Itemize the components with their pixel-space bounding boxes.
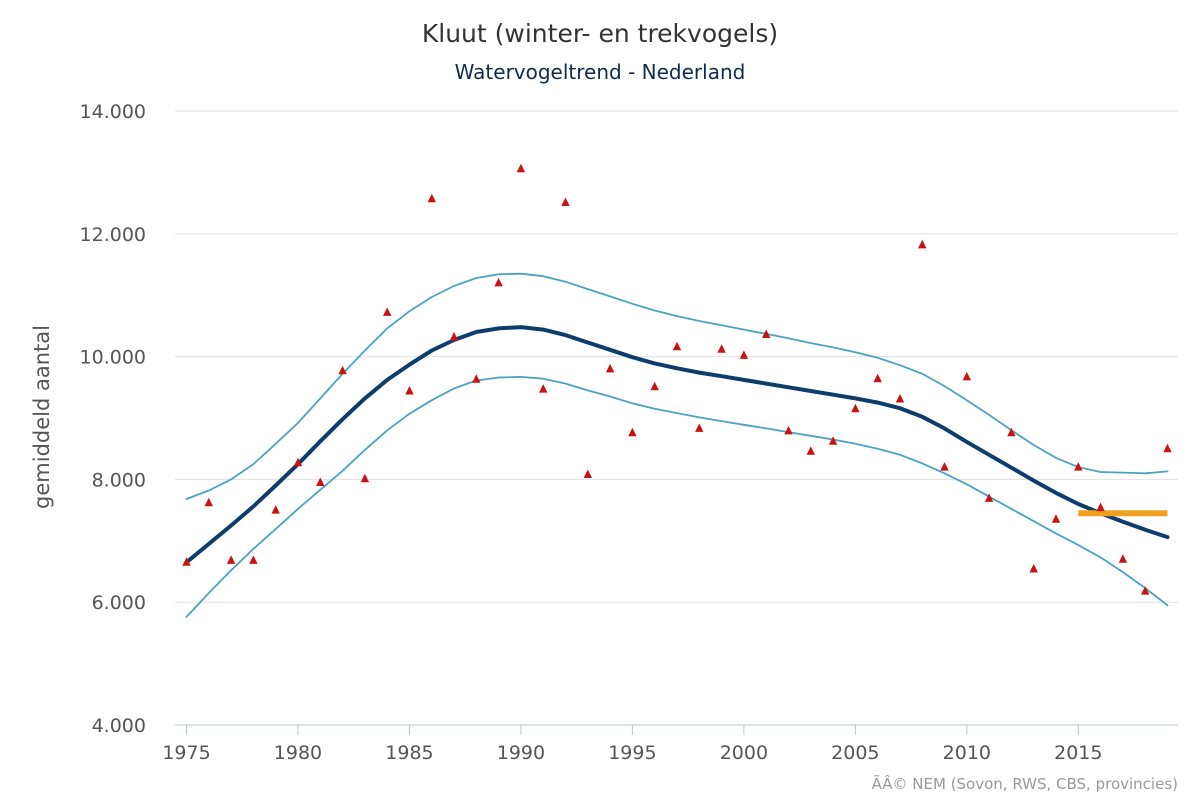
chart-subtitle: Watervogeltrend - Nederland xyxy=(455,60,746,84)
data-point xyxy=(1051,514,1061,523)
data-point xyxy=(695,423,704,432)
data-point xyxy=(984,493,994,502)
data-point xyxy=(873,373,882,383)
data-point xyxy=(271,505,280,514)
data-point xyxy=(806,446,815,455)
data-point xyxy=(249,555,258,564)
data-point xyxy=(717,344,726,353)
credit-text: ÃÂ© NEM (Sovon, RWS, CBS, provincies) xyxy=(872,774,1178,793)
data-point xyxy=(494,277,503,287)
data-point xyxy=(561,197,570,206)
data-point xyxy=(226,555,236,564)
data-point xyxy=(605,363,615,373)
chart-title: Kluut (winter- en trekvogels) xyxy=(422,19,778,48)
y-tick-label: 10.000 xyxy=(80,347,146,369)
x-tick-label: 1980 xyxy=(274,742,322,764)
data-point xyxy=(762,329,771,338)
data-point xyxy=(918,239,927,249)
data-point xyxy=(1096,502,1105,512)
x-tick-label: 1985 xyxy=(385,742,433,764)
y-axis-label: gemiddeld aantal xyxy=(30,325,54,509)
data-point xyxy=(828,436,838,445)
x-tick-label: 2010 xyxy=(943,742,991,764)
y-tick-label: 8.000 xyxy=(92,469,146,491)
data-point xyxy=(784,425,793,435)
data-point xyxy=(316,477,325,486)
data-point xyxy=(360,473,370,483)
x-tick-label: 1975 xyxy=(162,742,210,764)
data-point xyxy=(449,332,459,341)
data-point xyxy=(539,384,548,393)
x-tick-label: 1995 xyxy=(608,742,656,764)
data-point xyxy=(204,497,213,507)
data-point xyxy=(1118,554,1128,563)
x-axis: 1975 1980 1985 1990 1995 2000 2005 2010 2015 xyxy=(162,724,1178,764)
y-tick-label: 6.000 xyxy=(92,592,146,614)
data-markers xyxy=(182,163,1172,595)
x-tick-label: 2000 xyxy=(720,742,768,764)
data-point xyxy=(293,457,303,467)
y-tick-label: 14.000 xyxy=(80,101,146,123)
series-lines xyxy=(184,272,1170,618)
data-point xyxy=(1141,586,1150,595)
data-point xyxy=(1163,443,1172,453)
y-tick-label: 4.000 xyxy=(92,715,146,737)
data-point xyxy=(628,427,637,437)
data-point xyxy=(851,403,860,413)
data-point xyxy=(583,469,592,478)
data-point xyxy=(182,557,191,566)
data-point xyxy=(472,374,481,383)
data-point xyxy=(338,365,347,375)
data-point xyxy=(650,381,659,391)
y-axis-ticks: 4.000 6.000 8.000 10.000 12.000 14.000 xyxy=(80,101,146,737)
data-point xyxy=(1074,462,1083,471)
data-point xyxy=(427,193,436,203)
data-point xyxy=(895,394,905,403)
x-tick-label: 2015 xyxy=(1054,742,1102,764)
data-point xyxy=(405,386,414,395)
data-point xyxy=(940,462,949,471)
data-point xyxy=(962,371,971,381)
x-tick-label: 1990 xyxy=(497,742,545,764)
data-point xyxy=(383,307,392,316)
trend-line xyxy=(184,325,1170,565)
gridlines xyxy=(175,110,1178,603)
data-point xyxy=(672,341,682,351)
y-tick-label: 12.000 xyxy=(80,224,146,246)
data-point xyxy=(1029,564,1038,573)
data-point xyxy=(516,163,526,173)
lower-bound-line xyxy=(185,376,1169,618)
upper-bound-line xyxy=(185,272,1169,500)
x-tick-label: 2005 xyxy=(831,742,879,764)
data-point xyxy=(1007,427,1016,437)
data-point xyxy=(739,350,749,359)
